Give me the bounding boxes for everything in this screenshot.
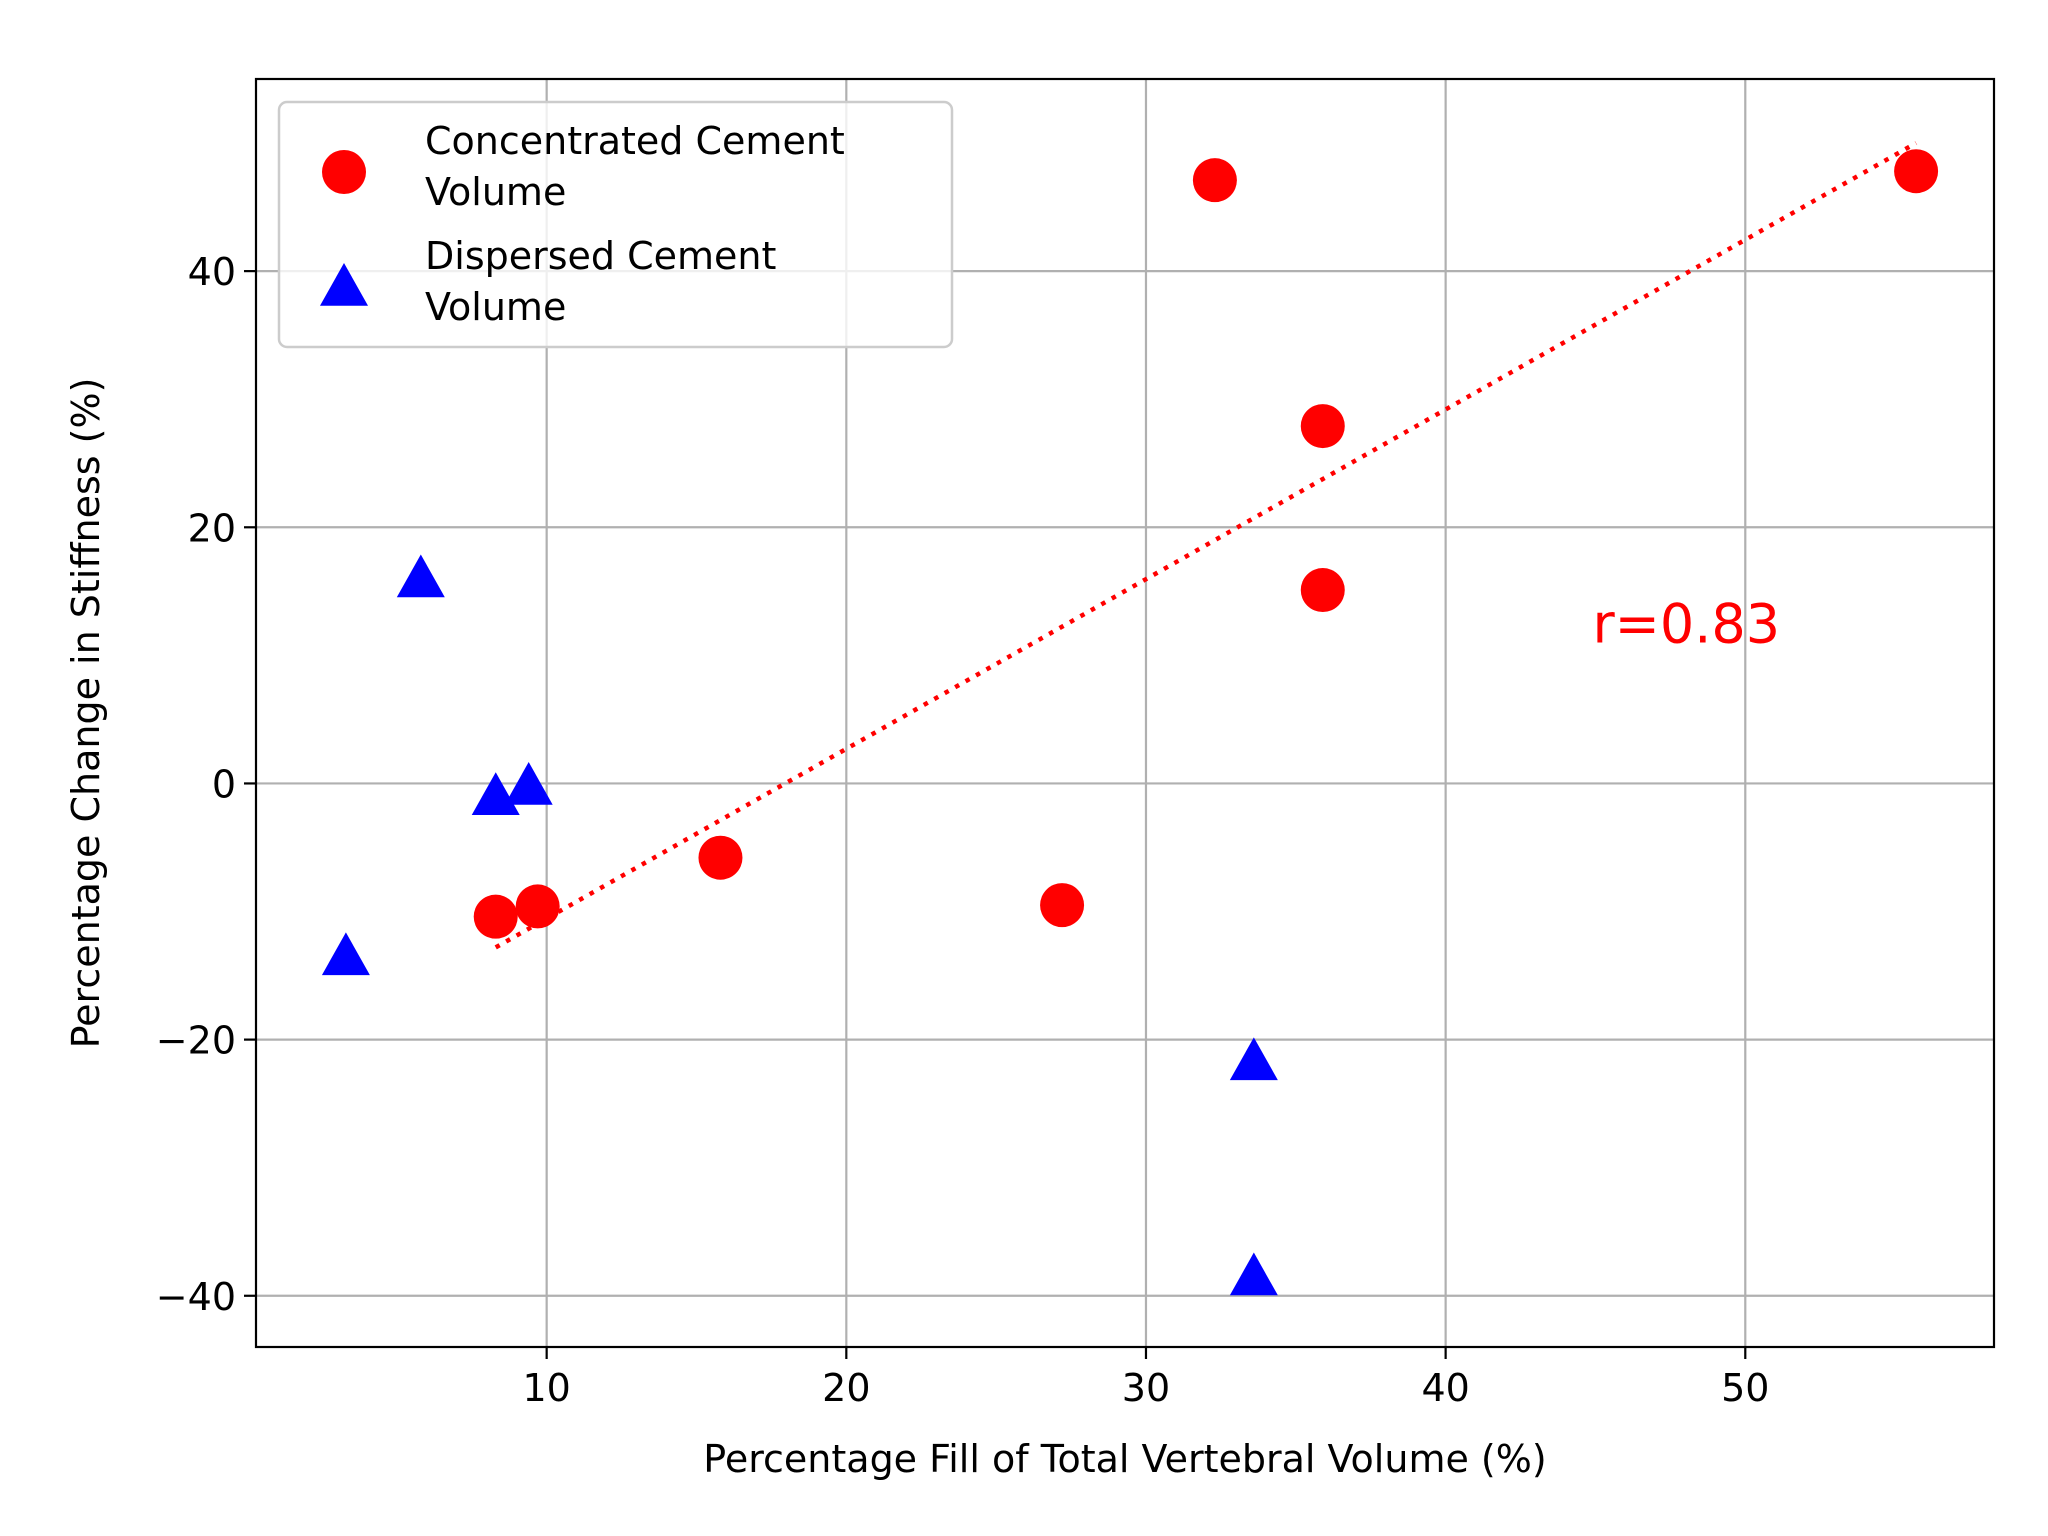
legend-label: Volume: [425, 285, 566, 329]
dispersed-point: [396, 554, 445, 598]
legend-label: Dispersed Cement: [425, 234, 776, 278]
concentrated-point: [473, 894, 518, 939]
legend-label: Volume: [425, 170, 566, 214]
y-tick-label: 40: [188, 250, 236, 294]
x-tick-label: 10: [522, 1366, 570, 1410]
dispersed-point: [321, 932, 370, 976]
legend-box: [277, 100, 954, 349]
concentrated-point: [515, 884, 560, 929]
dispersed-point: [504, 762, 553, 805]
concentrated-point: [1040, 883, 1085, 928]
dispersed-point: [1229, 1037, 1278, 1081]
y-axis-label: Percentage Change in Stiffness (%): [64, 378, 108, 1049]
x-tick-label: 20: [822, 1366, 870, 1410]
grid-lines: [256, 79, 1994, 1347]
axis-ticks: 10 20 30 40 50 −40 −20 0 20 40: [156, 250, 1770, 1410]
legend-circle-marker: [322, 150, 366, 194]
trend-line: [494, 141, 1918, 950]
plot-frame: [254, 77, 1996, 1349]
legend-label: Concentrated Cement: [425, 119, 845, 163]
legend-triangle-marker: [320, 263, 368, 306]
concentrated-point: [698, 835, 743, 880]
concentrated-point: [1894, 149, 1939, 194]
legend: Concentrated Cement Volume Dispersed Ceme…: [277, 100, 954, 349]
x-tick-label: 50: [1721, 1366, 1769, 1410]
x-axis-label: Percentage Fill of Total Vertebral Volum…: [703, 1437, 1546, 1481]
trendline-layer: [494, 141, 1918, 950]
y-tick-label: −40: [156, 1275, 236, 1319]
concentrated-point: [1192, 158, 1237, 203]
concentrated-point: [1300, 404, 1345, 449]
x-tick-label: 30: [1122, 1366, 1170, 1410]
correlation-annotation: r=0.83: [1592, 593, 1780, 656]
y-tick-label: 20: [188, 506, 236, 550]
dispersed-point: [1229, 1252, 1278, 1296]
y-tick-label: 0: [212, 762, 236, 806]
concentrated-point: [1300, 568, 1345, 613]
y-tick-label: −20: [156, 1019, 236, 1063]
data-points: [321, 149, 1939, 1296]
x-tick-label: 40: [1421, 1366, 1469, 1410]
